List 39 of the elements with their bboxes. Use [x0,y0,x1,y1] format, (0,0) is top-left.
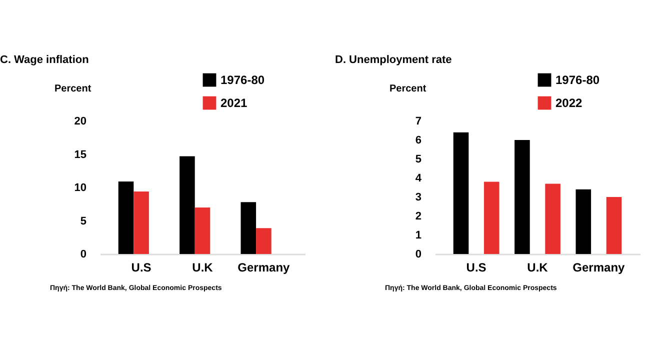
y-tick-label: 2 [415,210,422,222]
bar [484,182,500,254]
bar [545,184,560,254]
bar [576,189,592,254]
chart-title: D. Unemployment rate [335,54,452,66]
y-tick-label: 6 [415,134,422,146]
y-tick-label: 15 [74,148,86,161]
bar [134,191,149,254]
y-axis-title: Percent [54,84,92,94]
bar [514,140,530,254]
x-tick-label: Germany [572,260,626,274]
legend-label: 1976-80 [556,73,600,87]
y-tick-label: 5 [415,154,422,166]
x-tick-label: U.S [466,260,486,274]
bar [453,132,469,254]
y-tick-label: 0 [80,248,86,260]
x-tick-label: U.K [192,260,214,274]
y-tick-label: 4 [415,172,422,184]
y-tick-label: 3 [415,192,422,204]
y-tick-label: 10 [74,182,86,194]
bar [118,182,134,254]
bar [240,202,256,254]
bar [194,207,210,254]
y-tick-label: 1 [415,230,422,242]
bar [606,197,622,254]
y-tick-label: 7 [415,116,422,128]
bar [180,156,195,254]
legend-label: 2022 [556,96,583,110]
bar [256,228,272,254]
x-tick-label: Germany [238,260,290,274]
y-axis-title: Percent [390,84,427,94]
legend-label: 2021 [220,96,248,110]
x-tick-label: U.S [131,260,152,274]
x-tick-label: U.K [527,260,548,274]
y-tick-label: 20 [74,116,86,128]
y-tick-label: 0 [415,248,422,260]
y-tick-label: 5 [80,215,86,228]
legend-label: 1976-80 [220,73,265,87]
chart-title: C. Wage inflation [0,54,90,66]
